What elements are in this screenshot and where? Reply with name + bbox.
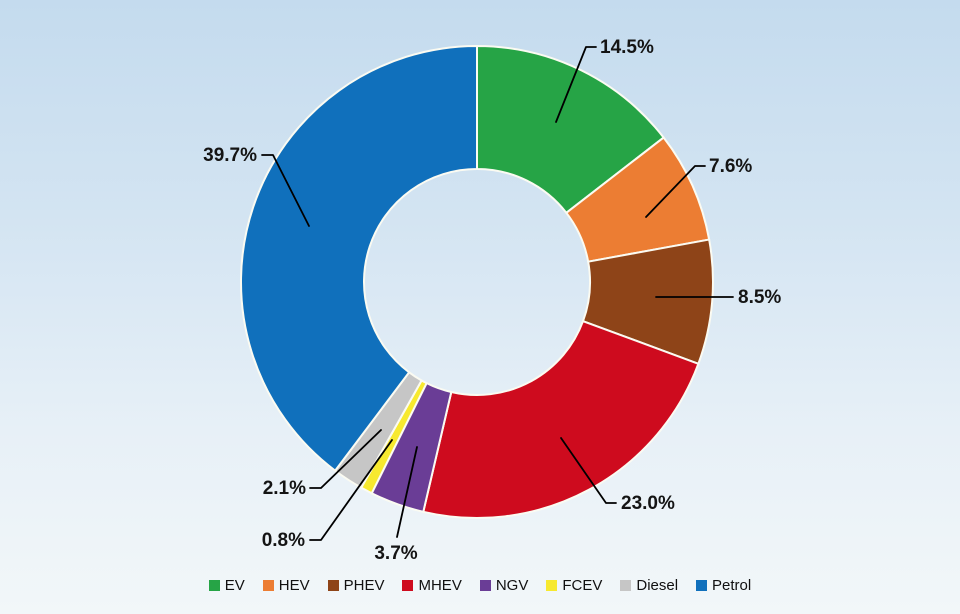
data-label-petrol: 39.7% bbox=[203, 145, 257, 166]
leader-line-ngv bbox=[396, 446, 418, 538]
legend-label: HEV bbox=[278, 577, 310, 594]
leader-lines bbox=[261, 46, 734, 541]
legend-label: Diesel bbox=[636, 577, 679, 594]
leader-line-hev bbox=[645, 165, 706, 218]
data-label-phev: 8.5% bbox=[738, 287, 781, 308]
slice-ev bbox=[476, 45, 665, 214]
legend-label: NGV bbox=[495, 577, 529, 594]
data-label-ev: 14.5% bbox=[600, 37, 654, 58]
legend-swatch-icon bbox=[479, 580, 491, 591]
slice-mhev bbox=[422, 320, 700, 519]
leader-line-fcev bbox=[309, 439, 393, 541]
legend-label: FCEV bbox=[562, 577, 603, 594]
data-label-mhev: 23.0% bbox=[621, 493, 675, 514]
legend-label: EV bbox=[224, 577, 245, 594]
data-label-fcev: 0.8% bbox=[262, 530, 305, 551]
legend-item-mhev: MHEV bbox=[402, 577, 462, 594]
data-label-diesel: 2.1% bbox=[263, 478, 306, 499]
legend-swatch-icon bbox=[402, 580, 414, 591]
leader-line-ev bbox=[555, 46, 597, 123]
legend-item-diesel: Diesel bbox=[620, 578, 678, 593]
legend-item-fcev: FCEV bbox=[546, 578, 602, 593]
legend-swatch-icon bbox=[262, 580, 274, 591]
data-labels: 14.5% 7.6% 8.5% 23.0% 3.7% 0.8% 2.1% 39.7% bbox=[203, 37, 781, 564]
legend-swatch-icon bbox=[546, 580, 558, 591]
data-label-ngv: 3.7% bbox=[374, 543, 417, 564]
leader-line-petrol bbox=[261, 154, 310, 227]
legend-swatch-icon bbox=[208, 580, 220, 591]
legend-item-ev: EV bbox=[208, 577, 245, 594]
donut-slices bbox=[240, 45, 714, 519]
legend-item-ngv: NGV bbox=[479, 577, 529, 594]
legend-swatch-icon bbox=[327, 580, 339, 591]
data-label-hev: 7.6% bbox=[709, 156, 752, 177]
legend-label: Petrol bbox=[712, 577, 752, 594]
chart-legend: EV HEV PHEV MHEV NGV FCEV Diesel Petrol bbox=[0, 578, 960, 593]
legend-item-petrol: Petrol bbox=[696, 578, 751, 593]
legend-item-phev: PHEV bbox=[327, 577, 385, 594]
slice-petrol bbox=[240, 45, 478, 472]
leader-line-mhev bbox=[560, 437, 617, 504]
legend-swatch-icon bbox=[696, 580, 708, 591]
legend-label: MHEV bbox=[418, 577, 462, 594]
leader-line-diesel bbox=[309, 429, 382, 489]
legend-swatch-icon bbox=[620, 580, 632, 591]
legend-label: PHEV bbox=[343, 577, 385, 594]
legend-item-hev: HEV bbox=[262, 577, 310, 594]
